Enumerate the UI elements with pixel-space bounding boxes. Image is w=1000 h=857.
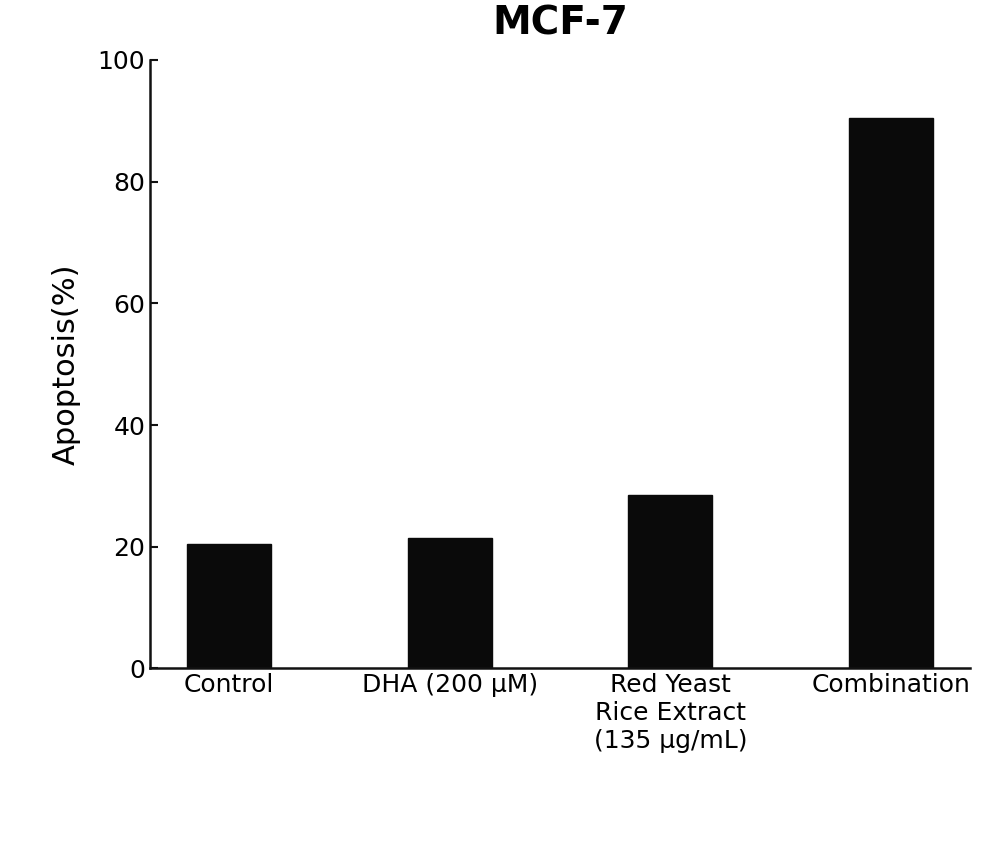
Title: MCF-7: MCF-7 [492, 5, 628, 43]
Bar [187, 543, 271, 668]
Bar [849, 117, 933, 668]
Y-axis label: Apoptosis(%): Apoptosis(%) [52, 263, 81, 465]
Bar [408, 537, 492, 668]
Bar [628, 495, 712, 668]
